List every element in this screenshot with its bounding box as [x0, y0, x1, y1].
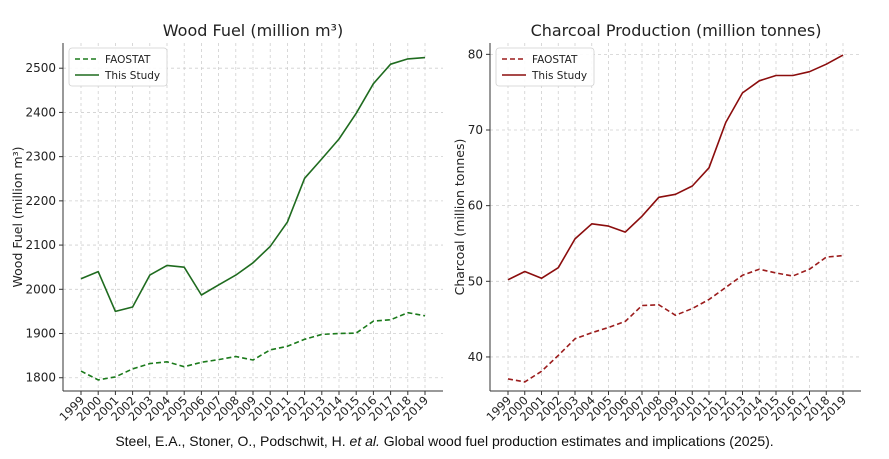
charcoal-y-tick-label: 40: [468, 350, 483, 364]
wood-legend-label: FAOSTAT: [105, 54, 151, 66]
charcoal-legend-label: This Study: [531, 70, 587, 82]
wood-y-tick-label: 2000: [25, 282, 56, 296]
wood-series-line-faostat: [80, 311, 426, 381]
wood-y-tick-label: 2200: [25, 194, 56, 208]
charts-canvas: Wood Fuel (million m³)199920002001200220…: [10, 21, 861, 424]
charcoal-chart: Charcoal Production (million tonnes)1999…: [452, 21, 861, 424]
caption-prefix: Steel, E.A., Stoner, O., Podschwit, H.: [115, 433, 350, 449]
charcoal-legend-label: FAOSTAT: [532, 54, 578, 66]
charcoal-y-tick-label: 70: [468, 123, 483, 137]
wood-y-tick-label: 1900: [25, 327, 56, 341]
caption-suffix: Global wood fuel production estimates an…: [379, 433, 774, 449]
wood-y-tick-label: 2300: [25, 150, 56, 164]
charcoal-y-tick-label: 80: [468, 47, 483, 61]
wood-legend-box: [68, 47, 168, 87]
wood-series-line-this-study: [80, 56, 426, 313]
charcoal-y-tick-label: 60: [468, 199, 483, 213]
wood-y-tick-label: 1800: [25, 371, 56, 385]
charcoal-legend-box: [495, 47, 595, 87]
wood-chart-title: Wood Fuel (million m³): [163, 21, 343, 40]
figure-caption: Steel, E.A., Stoner, O., Podschwit, H. e…: [0, 433, 889, 449]
wood-legend-label: This Study: [104, 70, 160, 82]
charcoal-y-axis-label: Charcoal (million tonnes): [452, 139, 467, 296]
charcoal-chart-title: Charcoal Production (million tonnes): [531, 21, 822, 40]
wood-y-tick-label: 2100: [25, 238, 56, 252]
wood-y-tick-label: 2500: [25, 61, 56, 75]
wood-y-axis-label: Wood Fuel (million m³): [10, 147, 25, 288]
wood-y-tick-label: 2400: [25, 105, 56, 119]
charcoal-series-line-faostat: [507, 254, 844, 383]
wood-chart: Wood Fuel (million m³)199920002001200220…: [10, 21, 443, 424]
charcoal-series-line-this-study: [507, 54, 844, 281]
caption-etal: et al.: [349, 433, 380, 449]
charcoal-y-tick-label: 50: [468, 274, 483, 288]
